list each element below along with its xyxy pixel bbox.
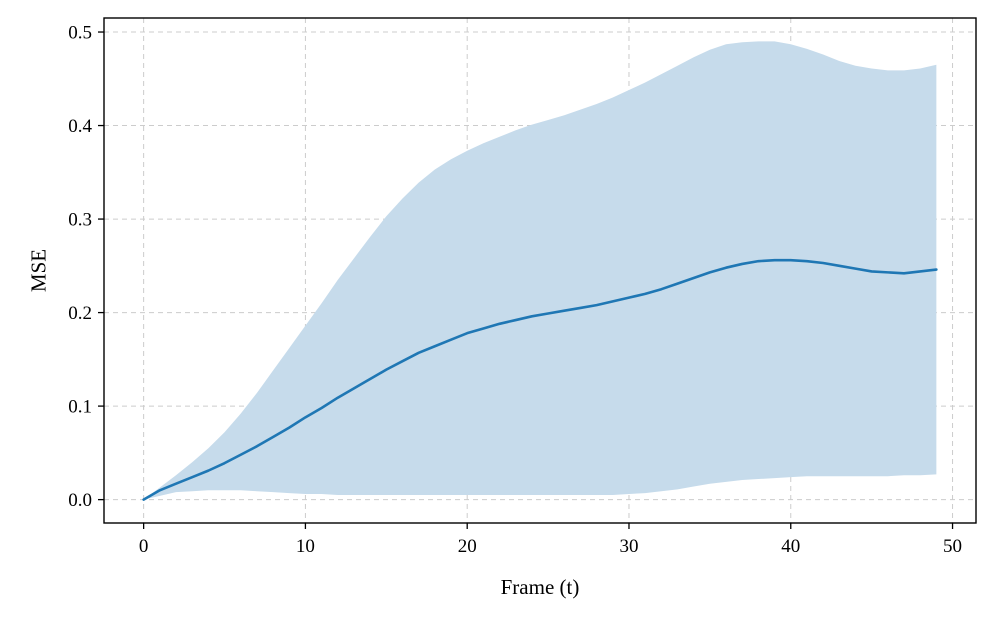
mean-line [142,258,938,501]
x-tick-label: 40 [781,536,800,557]
y-tick-label: 0.2 [68,303,92,324]
x-tick-label: 20 [458,536,477,557]
y-tick-label: 0.0 [68,490,92,511]
plot-frame [103,17,977,524]
y-tick-label: 0.5 [68,23,92,44]
y-axis-label: MSE [26,249,50,292]
y-axis: 0.0 0.1 0.2 0.3 0.4 0.5 [68,23,104,511]
x-axis: 0 10 20 30 40 50 [139,523,962,557]
x-tick-label: 30 [619,536,638,557]
confidence-band [143,41,937,500]
y-tick-label: 0.4 [68,116,92,137]
y-tick-label: 0.3 [68,210,92,231]
x-tick-label: 10 [296,536,315,557]
x-tick-label: 50 [943,536,962,557]
x-axis-label: Frame (t) [501,575,580,599]
y-tick-label: 0.1 [68,397,92,418]
x-tick-label: 0 [139,536,149,557]
